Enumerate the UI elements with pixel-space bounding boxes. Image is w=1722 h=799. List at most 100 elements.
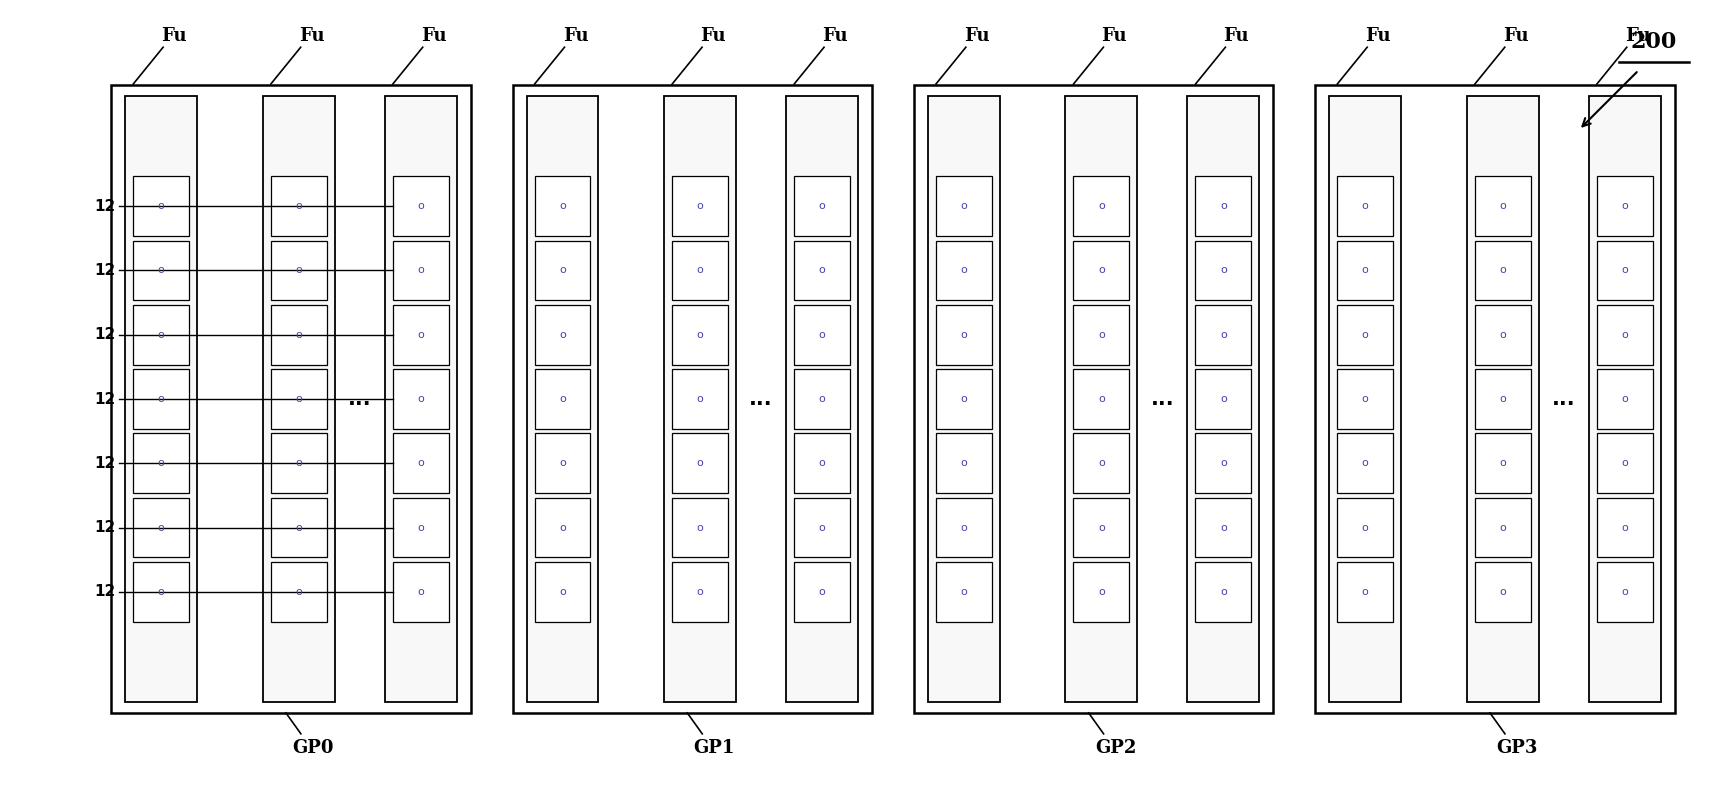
Text: o: o xyxy=(1221,201,1226,211)
Text: o: o xyxy=(417,459,424,468)
Bar xyxy=(270,369,327,429)
Bar xyxy=(263,96,334,702)
Text: o: o xyxy=(1500,586,1507,597)
Text: o: o xyxy=(697,265,703,276)
Bar xyxy=(672,369,728,429)
Text: ...: ... xyxy=(749,389,773,409)
Bar xyxy=(935,177,992,236)
Text: o: o xyxy=(158,459,165,468)
Text: ...: ... xyxy=(1150,389,1174,409)
Bar xyxy=(1195,498,1252,558)
Bar xyxy=(270,177,327,236)
Text: o: o xyxy=(296,265,301,276)
Text: o: o xyxy=(1500,459,1507,468)
Text: o: o xyxy=(1221,394,1226,404)
Bar xyxy=(794,177,851,236)
Text: o: o xyxy=(1500,523,1507,533)
Bar xyxy=(794,498,851,558)
Bar xyxy=(1596,305,1653,364)
Bar xyxy=(1316,85,1676,713)
Text: o: o xyxy=(697,459,703,468)
Text: o: o xyxy=(417,523,424,533)
Bar xyxy=(112,85,470,713)
Bar xyxy=(527,96,599,702)
Text: o: o xyxy=(1099,265,1106,276)
Bar xyxy=(1338,433,1393,493)
Bar xyxy=(534,177,591,236)
Text: o: o xyxy=(296,523,301,533)
Bar xyxy=(935,240,992,300)
Bar xyxy=(1474,433,1531,493)
Bar xyxy=(1073,240,1130,300)
Text: GP2: GP2 xyxy=(1095,739,1137,757)
Bar xyxy=(534,240,591,300)
Bar xyxy=(914,85,1273,713)
Bar xyxy=(393,305,449,364)
Text: o: o xyxy=(1622,265,1627,276)
Text: o: o xyxy=(1221,330,1226,340)
Text: o: o xyxy=(1099,586,1106,597)
Text: o: o xyxy=(961,201,968,211)
Text: o: o xyxy=(560,394,567,404)
Bar xyxy=(794,369,851,429)
Text: o: o xyxy=(961,330,968,340)
Text: o: o xyxy=(158,330,165,340)
Text: Fu: Fu xyxy=(701,27,727,46)
Text: o: o xyxy=(417,586,424,597)
Text: 12: 12 xyxy=(95,392,115,407)
Text: o: o xyxy=(1622,394,1627,404)
Text: 200: 200 xyxy=(1631,31,1677,54)
Text: o: o xyxy=(1221,523,1226,533)
Text: Fu: Fu xyxy=(1626,27,1651,46)
Bar xyxy=(133,562,189,622)
Bar xyxy=(935,369,992,429)
Text: o: o xyxy=(560,265,567,276)
Bar xyxy=(1195,177,1252,236)
Text: o: o xyxy=(296,201,301,211)
Bar xyxy=(787,96,858,702)
Bar xyxy=(928,96,1000,702)
Text: o: o xyxy=(818,330,825,340)
Bar xyxy=(1188,96,1259,702)
Bar xyxy=(1338,498,1393,558)
Text: o: o xyxy=(417,265,424,276)
Bar xyxy=(1474,305,1531,364)
Bar xyxy=(1596,369,1653,429)
Bar xyxy=(1073,562,1130,622)
Bar xyxy=(672,240,728,300)
Bar xyxy=(1195,369,1252,429)
Bar xyxy=(794,240,851,300)
Text: ...: ... xyxy=(348,389,372,409)
Bar xyxy=(270,240,327,300)
Bar xyxy=(672,433,728,493)
Bar xyxy=(935,433,992,493)
Text: o: o xyxy=(1622,523,1627,533)
Text: o: o xyxy=(1362,330,1369,340)
Bar xyxy=(672,177,728,236)
Text: o: o xyxy=(158,394,165,404)
Text: o: o xyxy=(697,330,703,340)
Text: o: o xyxy=(1362,201,1369,211)
Text: o: o xyxy=(1500,201,1507,211)
Text: o: o xyxy=(1500,265,1507,276)
Text: Fu: Fu xyxy=(1224,27,1248,46)
Text: o: o xyxy=(296,330,301,340)
Text: o: o xyxy=(961,394,968,404)
Text: o: o xyxy=(417,201,424,211)
Bar xyxy=(1073,177,1130,236)
Bar xyxy=(1195,305,1252,364)
Bar xyxy=(270,433,327,493)
Bar xyxy=(393,240,449,300)
Bar xyxy=(534,305,591,364)
Bar xyxy=(1467,96,1539,702)
Bar xyxy=(1596,498,1653,558)
Text: o: o xyxy=(1099,201,1106,211)
Text: o: o xyxy=(1362,394,1369,404)
Text: Fu: Fu xyxy=(300,27,324,46)
Text: o: o xyxy=(818,459,825,468)
Text: o: o xyxy=(1099,330,1106,340)
Text: o: o xyxy=(296,394,301,404)
Bar xyxy=(1195,433,1252,493)
Text: 12: 12 xyxy=(95,584,115,599)
Bar xyxy=(1474,369,1531,429)
